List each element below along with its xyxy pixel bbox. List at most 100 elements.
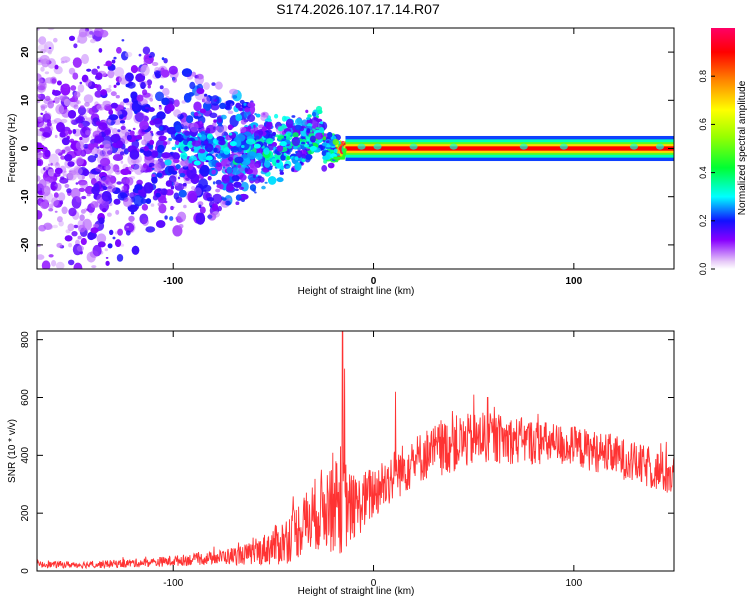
heatmap-cell <box>44 165 49 170</box>
heatmap-cell <box>78 31 87 38</box>
heatmap-cell <box>68 243 73 248</box>
heatmap-cell <box>141 63 148 71</box>
heatmap-cell <box>183 204 187 209</box>
heatmap-ridge-blip <box>409 143 418 150</box>
heatmap-cell <box>43 167 46 171</box>
heatmap-cell <box>37 85 45 91</box>
heatmap-cell <box>306 117 311 121</box>
heatmap-cell <box>92 223 99 228</box>
heatmap-cell <box>51 197 59 207</box>
heatmap-cell <box>228 132 233 136</box>
heatmap-cell <box>89 31 94 35</box>
heatmap-cell <box>254 191 257 194</box>
heatmap-cell <box>215 125 220 131</box>
heatmap-cell <box>123 183 130 191</box>
heatmap-cell <box>62 83 70 89</box>
heatmap-cell <box>172 77 176 81</box>
heatmap-y-tick-label: 10 <box>20 94 31 106</box>
heatmap-cell <box>163 141 168 146</box>
heatmap-cell <box>157 202 162 207</box>
heatmap-cell <box>68 170 77 176</box>
heatmap-ridge-blip <box>373 143 382 150</box>
heatmap-cell <box>113 198 121 205</box>
heatmap-cell <box>95 148 98 151</box>
heatmap-cell <box>138 53 142 57</box>
heatmap-cell <box>86 208 89 211</box>
heatmap-cell <box>207 212 217 221</box>
heatmap-cell <box>149 139 155 145</box>
heatmap-cell <box>98 122 108 131</box>
heatmap-cell <box>61 60 65 64</box>
heatmap-cell <box>141 129 145 133</box>
heatmap-cell <box>124 72 134 82</box>
heatmap-cell <box>94 153 98 158</box>
heatmap-cell <box>292 132 299 138</box>
heatmap-cell <box>193 188 197 192</box>
heatmap-cell <box>317 109 323 115</box>
heatmap-cell <box>238 107 244 111</box>
heatmap-cell <box>37 190 45 196</box>
heatmap-cell <box>50 76 57 85</box>
heatmap-cell <box>126 225 129 229</box>
heatmap-cell <box>60 96 71 108</box>
heatmap-cell <box>229 88 239 95</box>
heatmap-cell <box>44 149 51 158</box>
heatmap-cell <box>109 229 114 235</box>
heatmap-cell <box>104 165 109 170</box>
heatmap-cell <box>64 183 70 188</box>
heatmap-cells <box>37 28 353 285</box>
heatmap-cell <box>209 112 218 119</box>
heatmap-cell <box>66 188 72 194</box>
heatmap-cell <box>226 166 233 174</box>
heatmap-cell <box>86 193 91 197</box>
heatmap-cell <box>86 193 91 197</box>
heatmap-cell <box>185 146 188 149</box>
heatmap-cell <box>134 184 143 191</box>
heatmap-cell <box>38 122 47 129</box>
heatmap-cell <box>77 149 85 157</box>
heatmap-cell <box>171 152 180 161</box>
heatmap-cell <box>304 121 308 125</box>
heatmap-cell <box>37 142 42 153</box>
heatmap-cell <box>239 126 247 133</box>
heatmap-cell <box>197 201 204 207</box>
heatmap-cell <box>141 217 149 226</box>
heatmap-x-ticks: -100 0 100 <box>163 28 583 287</box>
heatmap-cell <box>219 150 224 154</box>
heatmap-cell <box>241 145 245 148</box>
heatmap-cell <box>78 31 87 38</box>
heatmap-cell <box>117 129 121 133</box>
heatmap-cell <box>107 150 113 155</box>
heatmap-cell <box>212 181 216 185</box>
heatmap-cell <box>65 229 71 234</box>
heatmap-x-tick-label: -100 <box>163 276 183 287</box>
heatmap-cell <box>215 188 221 193</box>
heatmap-cell <box>51 260 57 267</box>
snr-x-tick-label: -100 <box>163 578 183 589</box>
heatmap-cell <box>316 118 323 123</box>
heatmap-cell <box>114 169 121 175</box>
heatmap-cell <box>39 279 47 285</box>
heatmap-cell <box>254 160 262 168</box>
heatmap-cell <box>113 84 117 88</box>
heatmap-cell <box>76 245 84 252</box>
heatmap-cell <box>97 241 106 248</box>
heatmap-cell <box>229 141 237 147</box>
heatmap-cell <box>224 200 231 206</box>
heatmap-cell <box>180 158 190 168</box>
heatmap-cell <box>139 213 149 225</box>
heatmap-cell <box>206 95 212 102</box>
heatmap-cell <box>93 28 104 37</box>
heatmap-cell <box>52 90 61 96</box>
heatmap-cell <box>169 216 174 221</box>
heatmap-cell <box>230 146 239 153</box>
heatmap-cell <box>87 81 96 89</box>
heatmap-cell <box>306 128 311 134</box>
heatmap-cell <box>75 182 79 185</box>
heatmap-cell <box>175 216 182 221</box>
heatmap-cell <box>40 105 46 111</box>
heatmap-cell <box>126 177 134 186</box>
heatmap-cell <box>77 235 82 240</box>
heatmap-cell <box>217 205 222 212</box>
heatmap-cell <box>124 98 130 103</box>
